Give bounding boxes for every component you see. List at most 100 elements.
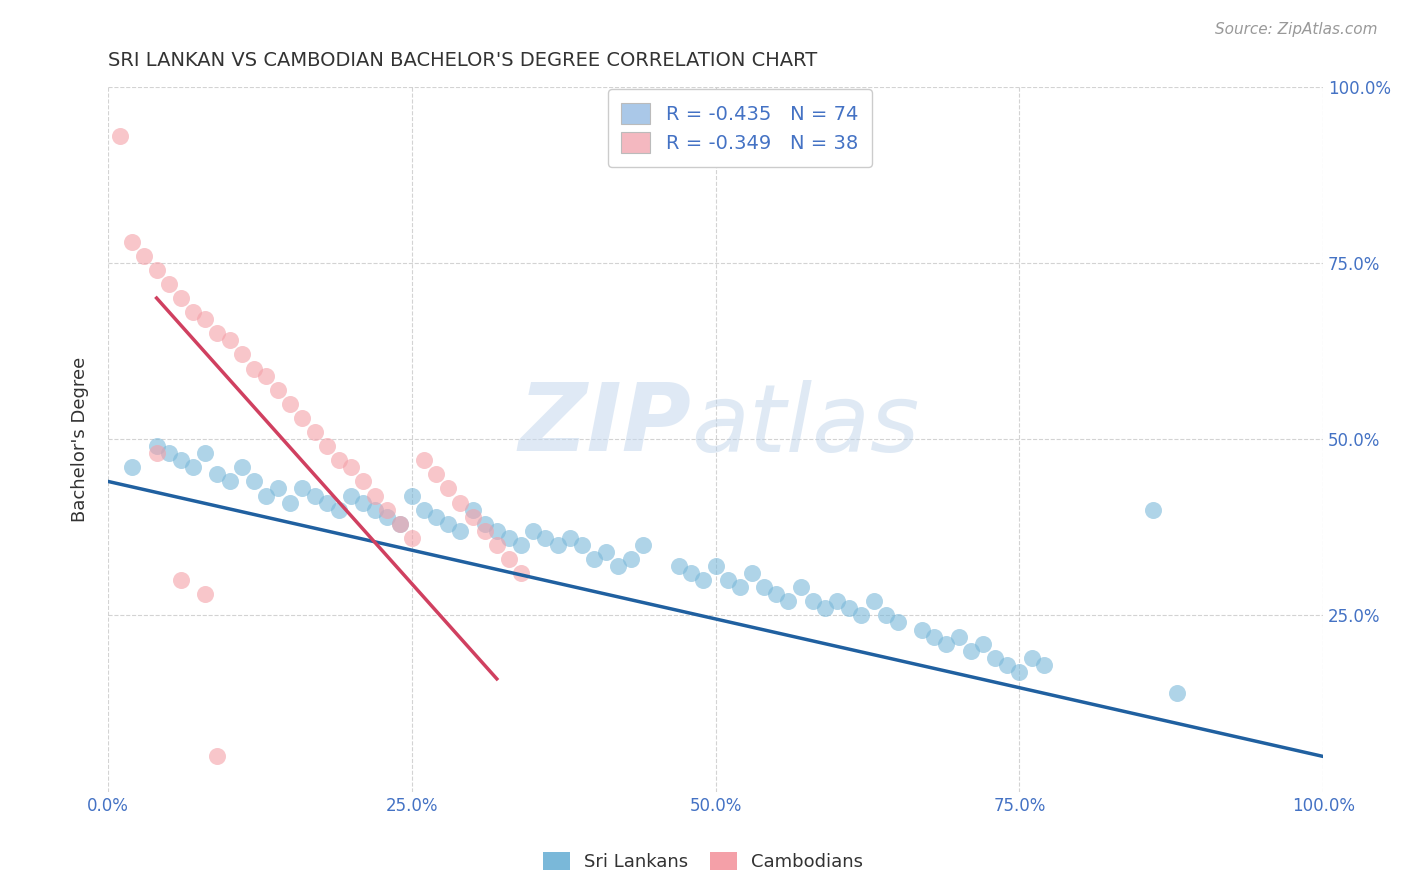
Point [425,509,447,524]
Point [121,460,143,475]
Point [304,425,326,439]
Point [194,587,217,601]
Point [254,368,277,383]
Point [765,587,787,601]
Point [522,524,544,538]
Point [789,580,811,594]
Point [315,439,337,453]
Point [207,326,229,341]
Point [485,538,508,552]
Point [510,566,533,580]
Point [413,502,436,516]
Point [838,601,860,615]
Point [911,623,934,637]
Point [995,657,1018,672]
Point [207,749,229,764]
Point [437,516,460,531]
Point [413,453,436,467]
Point [218,475,240,489]
Point [948,630,970,644]
Point [474,516,496,531]
Point [388,516,411,531]
Point [145,439,167,453]
Point [924,630,946,644]
Point [108,128,131,143]
Point [267,383,290,397]
Point [254,489,277,503]
Point [267,482,290,496]
Point [401,489,423,503]
Point [728,580,751,594]
Point [278,397,301,411]
Text: ZIP: ZIP [519,379,692,471]
Point [875,608,897,623]
Point [583,552,606,566]
Point [181,305,204,319]
Point [243,475,266,489]
Point [1142,502,1164,516]
Point [170,291,193,305]
Point [778,594,800,608]
Point [340,489,363,503]
Point [887,615,910,630]
Point [328,502,350,516]
Point [498,552,520,566]
Point [340,460,363,475]
Y-axis label: Bachelor's Degree: Bachelor's Degree [72,357,89,522]
Point [851,608,873,623]
Point [534,531,557,545]
Point [181,460,204,475]
Point [449,524,471,538]
Point [1166,686,1188,700]
Point [218,334,240,348]
Point [754,580,776,594]
Point [291,482,314,496]
Point [959,643,981,657]
Legend: Sri Lankans, Cambodians: Sri Lankans, Cambodians [536,845,870,879]
Point [352,475,374,489]
Point [157,277,180,291]
Point [157,446,180,460]
Legend: R = -0.435   N = 74, R = -0.349   N = 38: R = -0.435 N = 74, R = -0.349 N = 38 [607,89,872,167]
Point [194,446,217,460]
Point [231,347,253,361]
Point [352,495,374,509]
Point [388,516,411,531]
Point [401,531,423,545]
Point [437,482,460,496]
Point [485,524,508,538]
Point [121,235,143,249]
Point [607,559,630,574]
Point [461,502,484,516]
Point [668,559,690,574]
Point [984,650,1007,665]
Point [377,502,399,516]
Point [364,489,387,503]
Point [1032,657,1054,672]
Point [814,601,837,615]
Text: Source: ZipAtlas.com: Source: ZipAtlas.com [1215,22,1378,37]
Point [558,531,581,545]
Point [364,502,387,516]
Point [862,594,884,608]
Point [595,545,617,559]
Point [145,263,167,277]
Point [619,552,641,566]
Point [801,594,824,608]
Point [425,467,447,482]
Point [170,453,193,467]
Point [170,573,193,587]
Point [291,411,314,425]
Point [681,566,703,580]
Point [315,495,337,509]
Point [825,594,848,608]
Point [328,453,350,467]
Point [510,538,533,552]
Point [231,460,253,475]
Point [145,446,167,460]
Point [631,538,654,552]
Point [704,559,727,574]
Text: SRI LANKAN VS CAMBODIAN BACHELOR'S DEGREE CORRELATION CHART: SRI LANKAN VS CAMBODIAN BACHELOR'S DEGRE… [108,51,817,70]
Point [461,509,484,524]
Point [449,495,471,509]
